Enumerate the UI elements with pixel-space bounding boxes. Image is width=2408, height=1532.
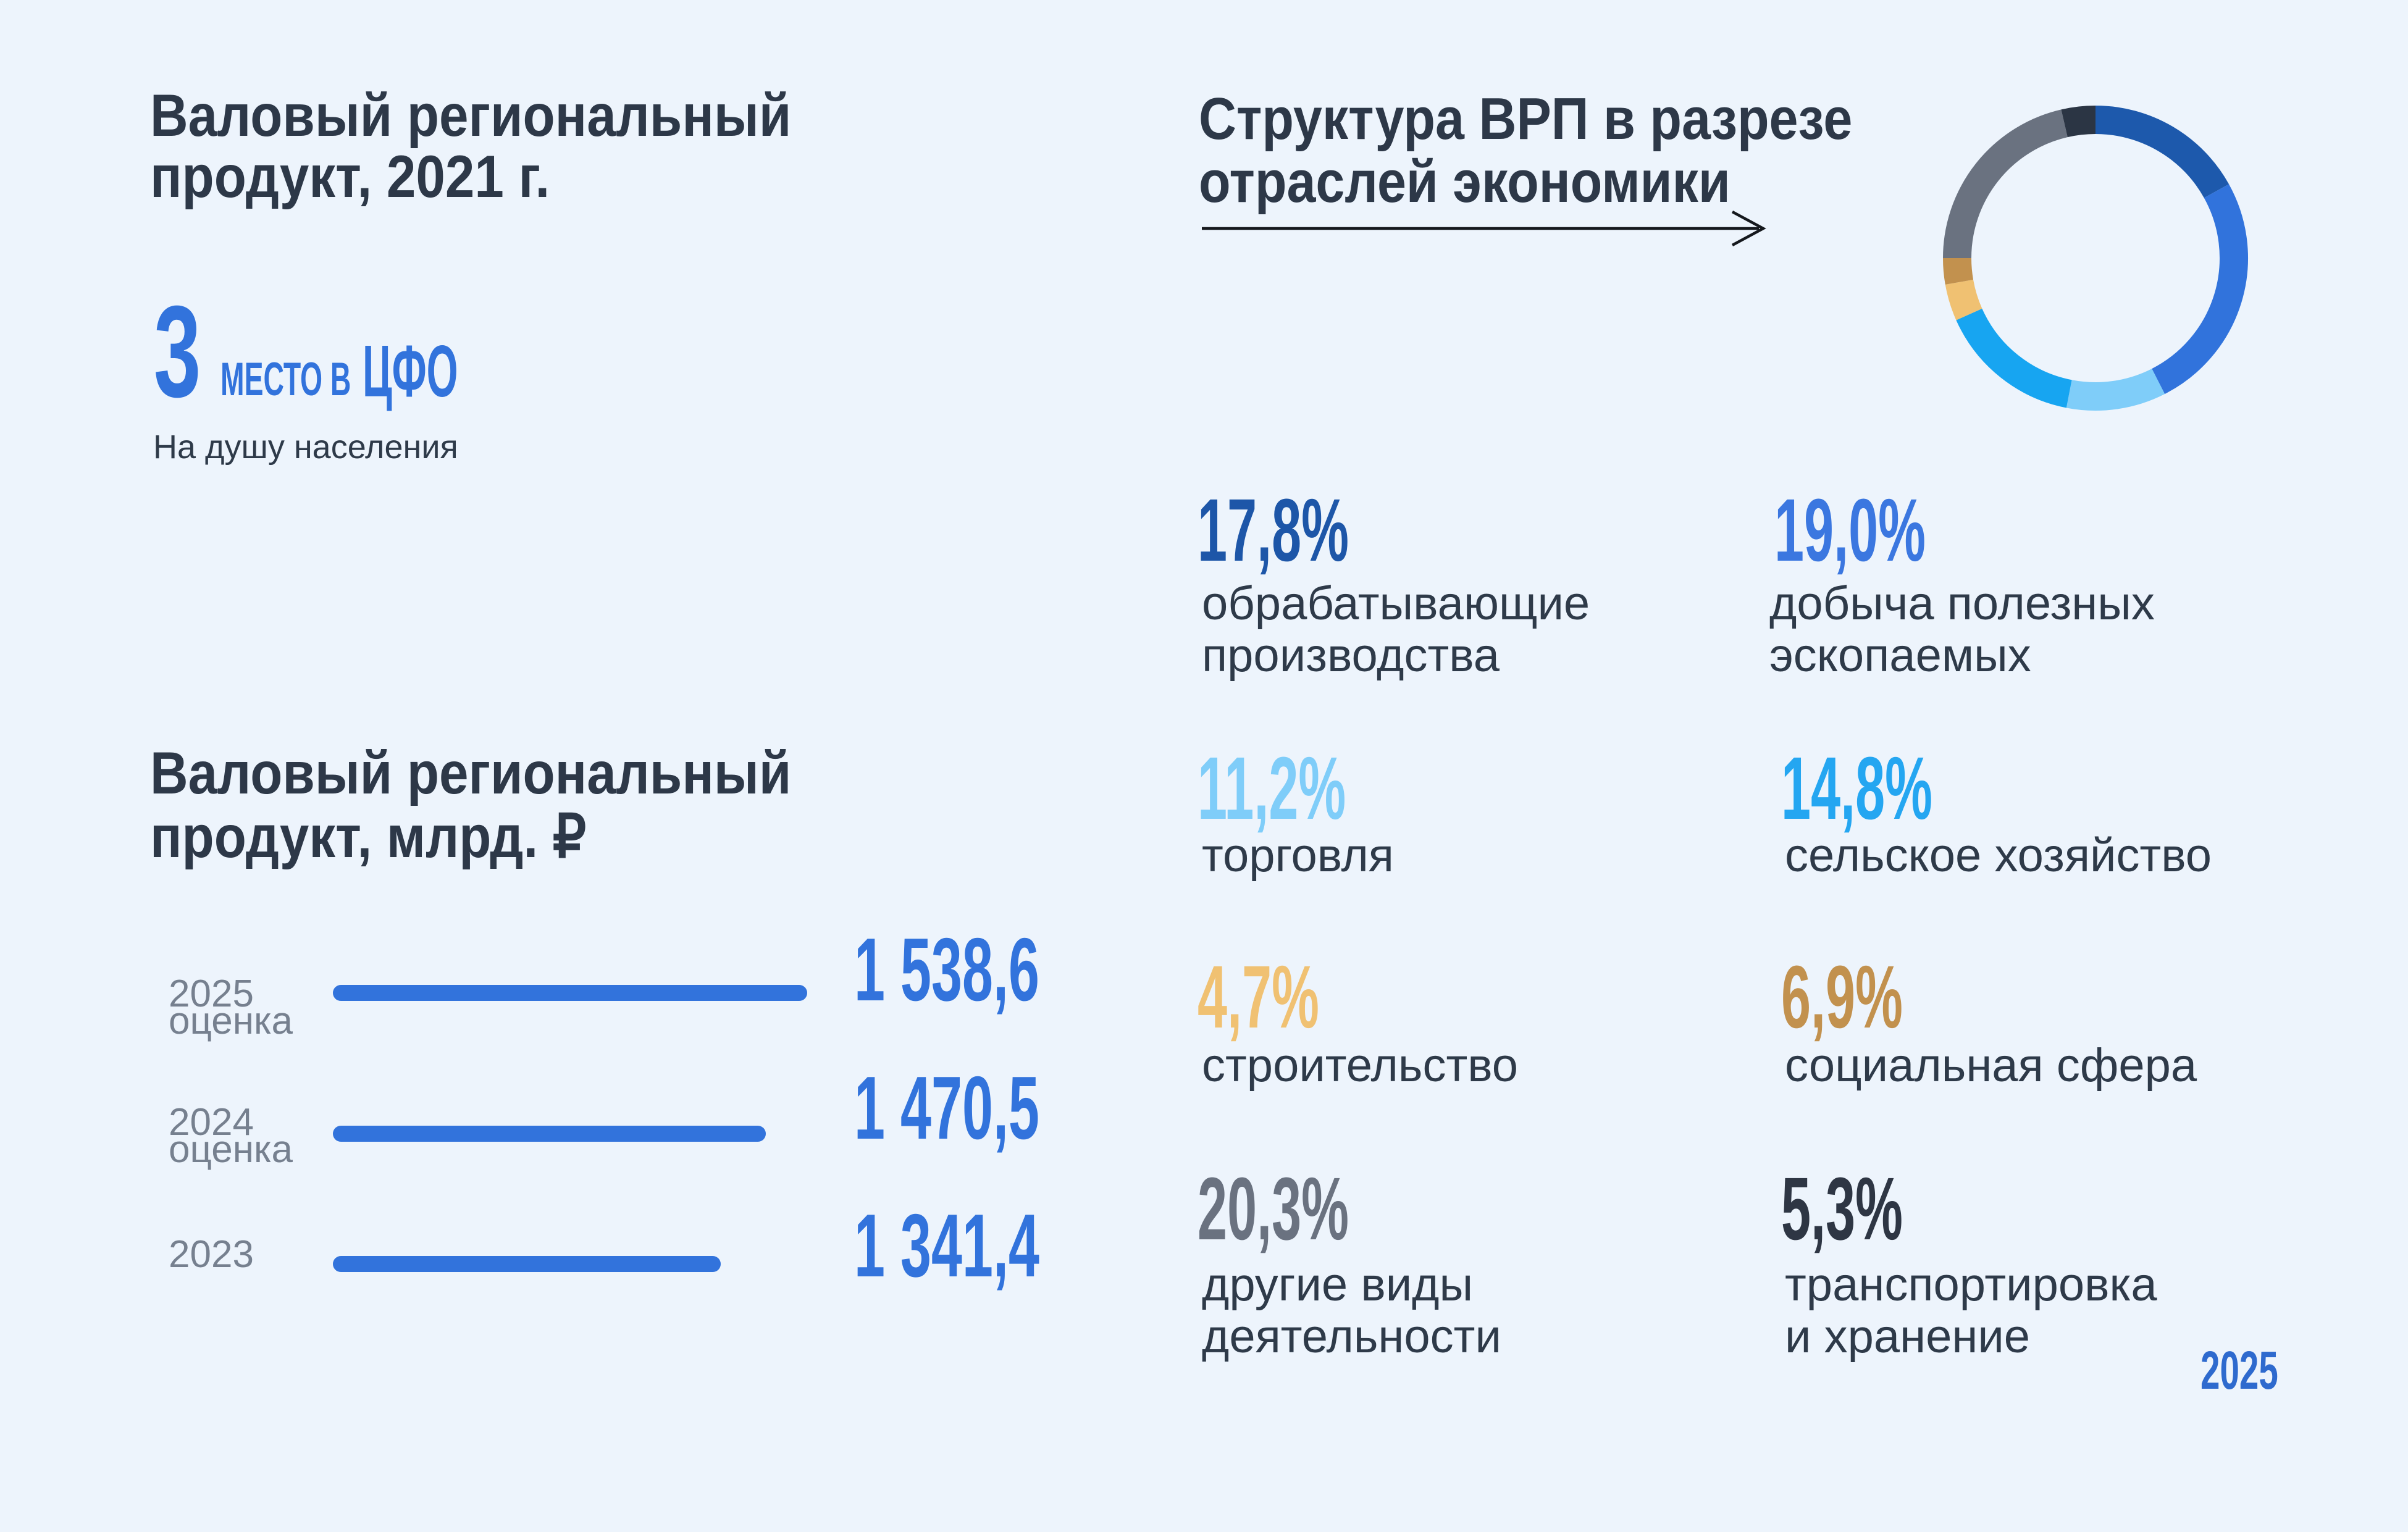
svg-text:17,8%: 17,8% xyxy=(1198,481,1349,580)
svg-text:добыча полезных: добыча полезных xyxy=(1769,577,2155,630)
svg-text:Валовый региональный: Валовый региональный xyxy=(150,740,791,806)
svg-text:6,9%: 6,9% xyxy=(1781,948,1903,1047)
svg-text:ЦФО: ЦФО xyxy=(363,330,458,412)
svg-text:2024: 2024 xyxy=(169,1101,254,1144)
svg-text:оценка: оценка xyxy=(169,1000,293,1042)
svg-text:3: 3 xyxy=(154,278,201,424)
svg-text:20,3%: 20,3% xyxy=(1198,1160,1349,1258)
svg-text:строительство: строительство xyxy=(1202,1039,1518,1092)
svg-text:отраслей экономики: отраслей экономики xyxy=(1199,149,1730,215)
svg-text:11,2%: 11,2% xyxy=(1198,739,1346,838)
svg-text:сельское хозяйство: сельское хозяйство xyxy=(1785,829,2212,882)
svg-text:2023: 2023 xyxy=(169,1233,254,1276)
svg-text:деятельности: деятельности xyxy=(1202,1310,1501,1363)
svg-text:транспортировка: транспортировка xyxy=(1785,1258,2157,1311)
svg-text:5,3%: 5,3% xyxy=(1781,1160,1903,1258)
svg-text:продукт, млрд. ₽: продукт, млрд. ₽ xyxy=(150,803,586,870)
svg-text:Валовый региональный: Валовый региональный xyxy=(150,82,791,149)
svg-text:Структура ВРП в разрезе: Структура ВРП в разрезе xyxy=(1199,86,1852,152)
svg-text:19,0%: 19,0% xyxy=(1774,481,1926,580)
svg-text:другие виды: другие виды xyxy=(1202,1258,1473,1311)
svg-text:эскопаемых: эскопаемых xyxy=(1769,629,2031,682)
svg-text:1 538,6: 1 538,6 xyxy=(854,919,1039,1019)
svg-text:обрабатывающие: обрабатывающие xyxy=(1202,577,1590,630)
svg-text:14,8%: 14,8% xyxy=(1781,739,1932,838)
svg-text:продукт, 2021 г.: продукт, 2021 г. xyxy=(150,143,550,210)
svg-text:4,7%: 4,7% xyxy=(1198,948,1319,1047)
svg-text:2025: 2025 xyxy=(2200,1341,2278,1400)
svg-text:2025: 2025 xyxy=(169,973,254,1015)
svg-text:На душу населения: На душу населения xyxy=(153,429,458,466)
svg-text:социальная сфера: социальная сфера xyxy=(1785,1039,2197,1092)
svg-text:1 341,4: 1 341,4 xyxy=(854,1195,1039,1296)
svg-text:оценка: оценка xyxy=(169,1128,293,1171)
svg-text:и хранение: и хранение xyxy=(1785,1310,2030,1363)
svg-text:производства: производства xyxy=(1202,629,1500,682)
svg-text:1 470,5: 1 470,5 xyxy=(854,1058,1039,1158)
svg-text:МЕСТО В: МЕСТО В xyxy=(220,353,351,406)
svg-text:торговля: торговля xyxy=(1202,829,1394,882)
